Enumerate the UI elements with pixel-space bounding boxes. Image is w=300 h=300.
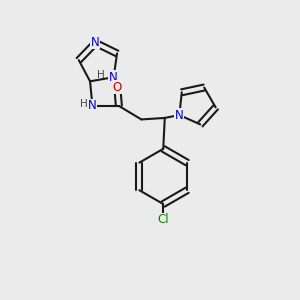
Text: O: O xyxy=(113,81,122,94)
Text: Cl: Cl xyxy=(158,213,169,226)
Text: H: H xyxy=(97,70,105,80)
Text: N: N xyxy=(88,99,97,112)
Text: N: N xyxy=(175,109,184,122)
Text: N: N xyxy=(108,71,117,84)
Text: H: H xyxy=(80,99,87,110)
Text: N: N xyxy=(91,36,100,49)
